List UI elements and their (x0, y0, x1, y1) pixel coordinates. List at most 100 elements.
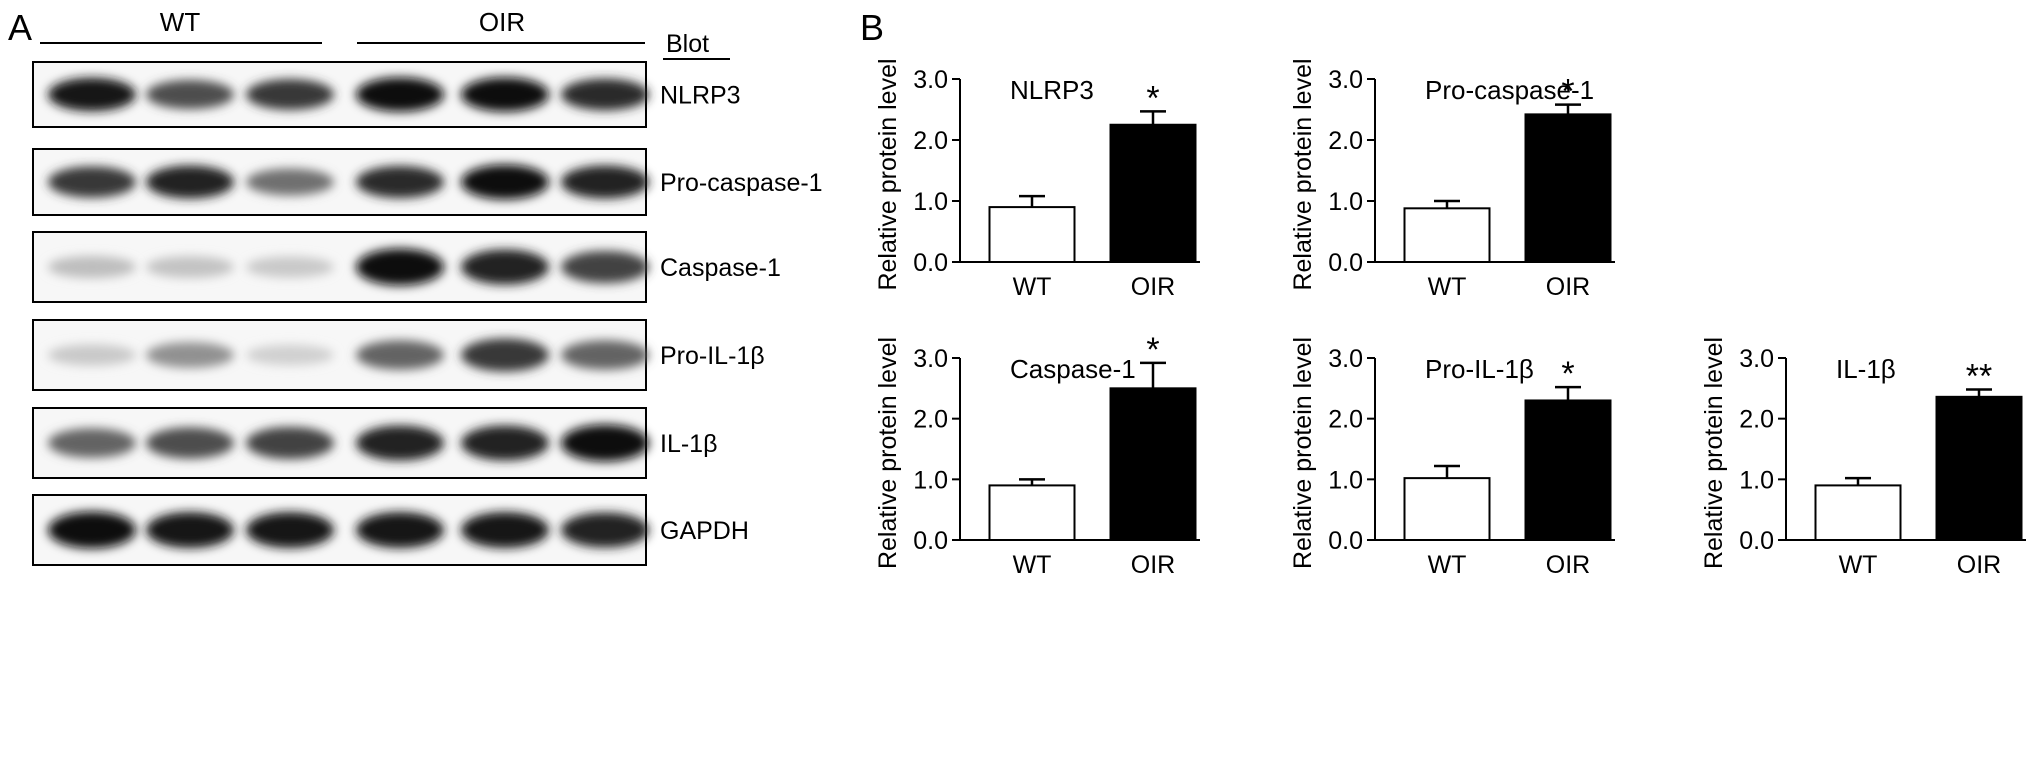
blot-strip-nlrp3: NLRP3 (32, 61, 741, 128)
y-tick-label: 0.0 (913, 527, 948, 555)
blot-band (246, 511, 334, 549)
y-axis-label: Relative protein level (1700, 337, 1728, 569)
blot-band (561, 250, 649, 284)
bar-oir (1524, 113, 1612, 263)
x-tick-label: WT (1839, 551, 1878, 579)
blot-band (561, 512, 649, 548)
blot-band (48, 77, 136, 112)
significance-marker: * (1561, 355, 1574, 393)
y-tick-label: 0.0 (1328, 249, 1363, 277)
blot-label-pro-il-1: Pro-IL-1β (660, 342, 765, 370)
blot-band (48, 166, 136, 198)
y-axis-label: Relative protein level (874, 337, 902, 569)
y-tick-label: 2.0 (1328, 127, 1363, 155)
bar-wt (1403, 477, 1491, 541)
y-tick-label: 0.0 (913, 249, 948, 277)
bar-charts-panel: B 0.0 1.0 2.0 3.0 Relative protein level NLRP… (860, 7, 2026, 579)
blot-label-gapdh: GAPDH (660, 517, 749, 545)
y-tick-label: 3.0 (1739, 345, 1774, 373)
y-axis-label: Relative protein level (1289, 337, 1317, 569)
blot-band (356, 165, 444, 199)
blot-strip-caspase-1: Caspase-1 (32, 231, 781, 303)
x-tick-label: OIR (1546, 551, 1590, 579)
bar-oir (1109, 123, 1197, 263)
bar-chart-il-1: 0.0 1.0 2.0 3.0 Relative protein level IL-1β W… (1700, 337, 2026, 579)
blot-band (48, 428, 136, 458)
bar-chart-pro-caspase-1: 0.0 1.0 2.0 3.0 Relative protein level Pro-ca… (1289, 58, 1615, 301)
chart-title: Pro-caspase-1 (1425, 75, 1594, 105)
blot-band (246, 256, 334, 278)
blot-band (461, 164, 549, 200)
y-tick-label: 0.0 (1328, 527, 1363, 555)
blot-band (356, 511, 444, 549)
y-tick-label: 3.0 (1328, 66, 1363, 94)
blot-band (246, 426, 334, 460)
significance-marker: ** (1966, 358, 1992, 396)
western-blot-panel: A WT OIR Blot NLRP3 Pro-caspase-1 Caspase-… (8, 7, 823, 566)
y-axis-label: Relative protein level (874, 58, 902, 290)
x-tick-label: OIR (1131, 273, 1175, 301)
blot-band (561, 340, 649, 370)
blot-band (461, 77, 549, 112)
blot-band (356, 77, 444, 112)
y-tick-label: 1.0 (1739, 466, 1774, 494)
blot-label-nlrp3: NLRP3 (660, 82, 741, 110)
blot-band (246, 168, 334, 196)
blot-band (146, 165, 234, 199)
blot-strip-pro-il-1: Pro-IL-1β (32, 319, 765, 391)
x-tick-label: OIR (1131, 551, 1175, 579)
chart-title: Pro-IL-1β (1425, 354, 1534, 384)
y-tick-label: 2.0 (913, 406, 948, 434)
blot-strip-gapdh: GAPDH (32, 494, 749, 566)
y-tick-label: 1.0 (913, 188, 948, 216)
y-tick-label: 1.0 (1328, 188, 1363, 216)
blot-band (461, 338, 549, 372)
y-tick-label: 1.0 (913, 466, 948, 494)
blot-band (461, 511, 549, 549)
panel-letter-b: B (860, 7, 884, 48)
chart-title: NLRP3 (1010, 75, 1094, 105)
panel-letter-a: A (8, 7, 32, 48)
blot-band (461, 425, 549, 461)
bar-chart-nlrp3: 0.0 1.0 2.0 3.0 Relative protein level NLRP3 W… (874, 58, 1200, 301)
y-tick-label: 1.0 (1328, 466, 1363, 494)
blot-strips: NLRP3 Pro-caspase-1 Caspase-1 Pro-IL-1β IL-1… (32, 61, 823, 566)
y-tick-label: 0.0 (1739, 527, 1774, 555)
y-tick-label: 2.0 (913, 127, 948, 155)
chart-title: Caspase-1 (1010, 354, 1136, 384)
blot-band (246, 79, 334, 110)
bar-chart-caspase-1: 0.0 1.0 2.0 3.0 Relative protein level Caspas… (874, 331, 1200, 579)
significance-marker: * (1146, 331, 1159, 369)
blot-band (146, 511, 234, 549)
bar-oir (1109, 387, 1197, 542)
blot-band (146, 79, 234, 110)
blot-band (356, 248, 444, 286)
bar-wt (988, 484, 1076, 541)
blot-band (146, 427, 234, 459)
blot-label-caspase-1: Caspase-1 (660, 254, 781, 282)
blot-band (561, 165, 649, 199)
x-tick-label: OIR (1957, 551, 2001, 579)
blot-band (146, 256, 234, 278)
bar-chart-pro-il-1: 0.0 1.0 2.0 3.0 Relative protein level Pro-IL… (1289, 337, 1615, 579)
blot-band (356, 425, 444, 461)
x-tick-label: OIR (1546, 273, 1590, 301)
bar-wt (1814, 484, 1902, 541)
blot-band (356, 340, 444, 370)
blot-strip-pro-caspase-1: Pro-caspase-1 (32, 148, 823, 216)
y-tick-label: 3.0 (1328, 345, 1363, 373)
group-label-oir: OIR (479, 7, 525, 37)
blot-band (246, 344, 334, 366)
blot-band (461, 249, 549, 285)
bar-wt (988, 206, 1076, 264)
y-tick-label: 3.0 (913, 66, 948, 94)
blot-band (561, 78, 649, 111)
group-label-wt: WT (160, 7, 201, 37)
x-tick-label: WT (1428, 551, 1467, 579)
y-tick-label: 3.0 (913, 345, 948, 373)
x-tick-label: WT (1013, 273, 1052, 301)
blot-band (48, 344, 136, 366)
bar-oir (1524, 399, 1612, 542)
blot-label-pro-caspase-1: Pro-caspase-1 (660, 169, 823, 197)
